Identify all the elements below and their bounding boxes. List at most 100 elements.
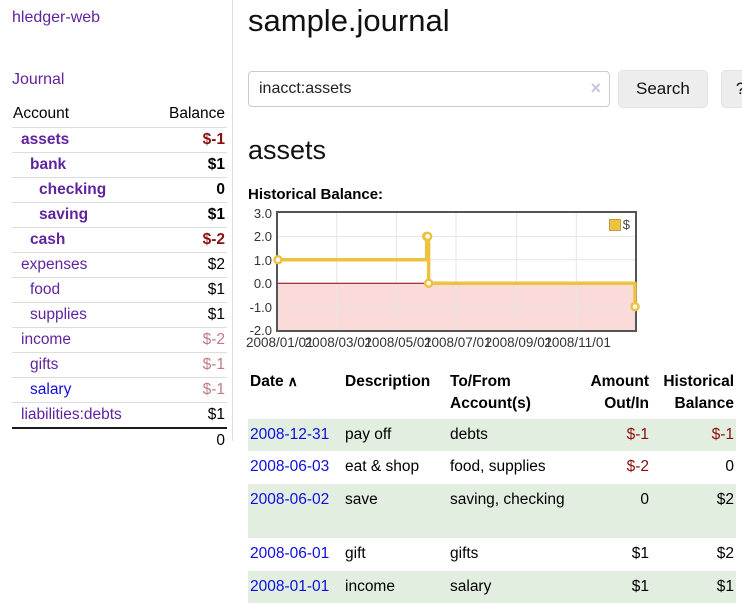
account-balance: 0: [151, 177, 227, 203]
description-cell: eat & shop: [345, 458, 420, 476]
accounts-cell: debts: [450, 425, 488, 443]
legend-label: $: [622, 217, 630, 232]
register-header-date[interactable]: Date ∧: [250, 373, 298, 390]
account-link[interactable]: checking: [39, 181, 107, 198]
account-balance: $-1: [151, 377, 227, 403]
accounts-cell: food, supplies: [450, 458, 546, 476]
account-link[interactable]: expenses: [21, 256, 88, 273]
account-row: cash $-2: [12, 227, 227, 253]
account-row: checking 0: [12, 177, 227, 203]
account-row: liabilities:debts $1: [12, 402, 227, 428]
register-row: 2008-06-02 save saving, checking 0 $2: [248, 483, 736, 539]
search-input[interactable]: [248, 71, 610, 107]
register-row: 2008-01-01 income salary $1 $1: [248, 570, 736, 603]
account-link[interactable]: food: [30, 281, 61, 298]
chart-legend: $: [608, 217, 630, 232]
x-axis-tick: 2008/01/01: [246, 335, 314, 350]
sort-ascending-icon: ∧: [287, 373, 298, 389]
account-link[interactable]: assets: [21, 131, 70, 148]
account-balance: $-1: [151, 127, 227, 153]
amount-cell: $1: [631, 545, 649, 563]
account-row: salary $-1: [12, 377, 227, 403]
search-row: × Search ?: [248, 70, 742, 108]
date-cell: 2008-06-03: [248, 451, 343, 483]
balance-cell: 0: [725, 458, 734, 476]
y-axis-tick: -1.0: [249, 299, 272, 315]
description-cell: income: [345, 577, 395, 595]
account-link[interactable]: gifts: [30, 356, 59, 373]
amount-cell: $-2: [626, 458, 649, 476]
nav-journal: Journal: [12, 71, 232, 89]
app-title-link[interactable]: hledger-web: [12, 9, 101, 26]
register-header-accounts: To/From Account(s): [450, 373, 531, 413]
x-axis-tick: 2008/05/01: [364, 335, 432, 350]
date-link[interactable]: 2008-06-03: [250, 458, 330, 476]
accounts-cell: saving, checking: [450, 490, 565, 508]
accounts-cell: salary: [450, 577, 492, 595]
date-link[interactable]: 2008-12-31: [250, 425, 330, 443]
account-link[interactable]: liabilities:debts: [21, 406, 122, 423]
register-row: 2008-06-01 gift gifts $1 $2: [248, 538, 736, 570]
date-link[interactable]: 2008-06-01: [250, 545, 330, 563]
x-axis-tick: 2008/07/01: [424, 335, 492, 350]
balance-cell: $-1: [711, 425, 734, 443]
y-axis-tick: 0.0: [253, 276, 272, 292]
search-button[interactable]: Search: [618, 70, 708, 108]
chart-canvas: [273, 213, 640, 330]
account-link[interactable]: saving: [39, 206, 89, 223]
account-heading: assets: [248, 135, 327, 165]
register-row: 2008-12-31 pay off debts $-1 $-1: [248, 418, 736, 452]
x-axis-tick: 2008/09/01: [484, 335, 553, 350]
clear-search-icon[interactable]: ×: [590, 78, 601, 98]
register-row: 2008-06-03 eat & shop food, supplies $-2 0: [248, 451, 736, 483]
date-cell: 2008-06-01: [248, 538, 343, 570]
register-header-balance: Historical Balance: [663, 373, 734, 413]
account-row: saving $1: [12, 202, 227, 228]
account-link[interactable]: supplies: [30, 306, 87, 323]
description-cell: pay off: [345, 425, 392, 443]
account-link[interactable]: salary: [30, 381, 72, 398]
balance-column-header: Balance: [168, 105, 225, 122]
account-balance: $1: [151, 402, 227, 428]
app-title: hledger-web: [12, 9, 232, 27]
account-row: bank $1: [12, 152, 227, 178]
register-table: Date ∧ Description To/From Account(s) Amo…: [248, 368, 736, 603]
amount-cell: $1: [631, 577, 649, 595]
date-cell: 2008-12-31: [248, 419, 343, 451]
account-balance: $2: [151, 252, 227, 278]
balance-cell: $1: [716, 577, 734, 595]
account-balance: $-2: [151, 227, 227, 253]
account-balance: $-2: [151, 327, 227, 353]
main-content: sample.journal × Search ? assets Histori…: [246, 0, 742, 603]
legend-swatch: [608, 218, 621, 231]
y-axis-tick: 3.0: [253, 206, 272, 221]
date-cell: 2008-01-01: [248, 571, 343, 603]
accounts-total: 0: [151, 427, 227, 453]
account-row: gifts $-1: [12, 352, 227, 378]
help-button[interactable]: ?: [720, 70, 742, 108]
y-axis-tick: 2.0: [253, 229, 272, 245]
account-balance: $1: [151, 152, 227, 178]
register-header-amount: Amount Out/In: [590, 373, 649, 413]
date-link[interactable]: 2008-01-01: [250, 577, 330, 595]
date-link[interactable]: 2008-06-02: [250, 490, 330, 508]
x-axis-tick: 2008/03/01: [304, 335, 373, 350]
balance-chart: 3.0 2.0 1.0 0.0 -1.0 -2.0 $ 2008/01/01 2008/03…: [246, 206, 738, 350]
nav-journal-link[interactable]: Journal: [12, 71, 65, 88]
page-title: sample.journal: [248, 3, 450, 38]
amount-cell: 0: [640, 490, 649, 508]
account-row: assets $-1: [12, 127, 227, 153]
register-header-description: Description: [345, 373, 431, 390]
x-axis-tick: 2008/11/01: [544, 335, 611, 350]
y-axis-tick: -2.0: [249, 323, 272, 338]
chart-title: Historical Balance:: [248, 186, 384, 203]
account-row: food $1: [12, 277, 227, 303]
account-link[interactable]: bank: [30, 156, 67, 173]
y-axis-tick: 1.0: [253, 252, 272, 268]
account-link[interactable]: cash: [30, 231, 66, 248]
sidebar: hledger-web Journal Account Balance asse…: [0, 0, 233, 453]
balance-cell: $2: [716, 490, 734, 508]
account-balance: $1: [151, 202, 227, 228]
account-link[interactable]: income: [21, 331, 71, 348]
description-cell: save: [345, 490, 378, 508]
